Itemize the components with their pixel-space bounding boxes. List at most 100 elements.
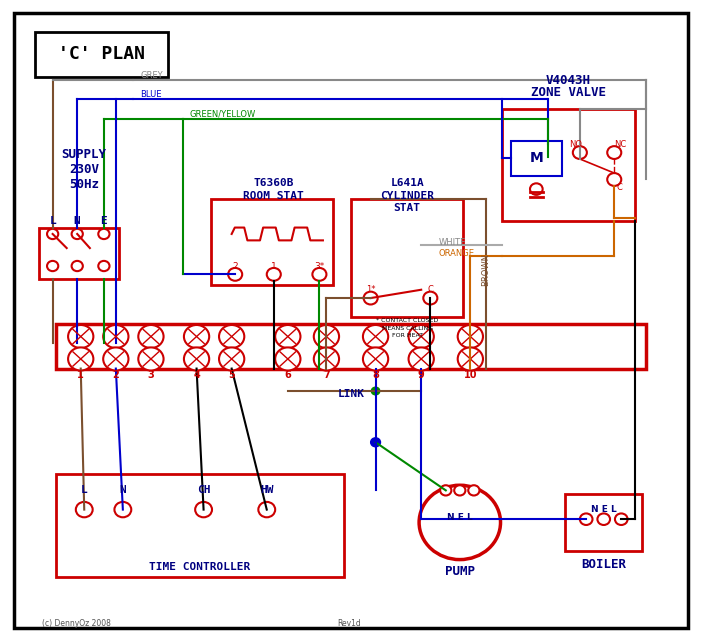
Text: ORANGE: ORANGE: [439, 249, 475, 258]
Text: 9: 9: [418, 370, 425, 380]
FancyBboxPatch shape: [511, 141, 562, 176]
Circle shape: [458, 347, 483, 370]
Text: GREEN/YELLOW: GREEN/YELLOW: [190, 110, 256, 119]
Text: 8: 8: [372, 370, 379, 380]
Text: 7: 7: [323, 370, 330, 380]
Text: CYLINDER: CYLINDER: [380, 190, 434, 201]
FancyBboxPatch shape: [351, 199, 463, 317]
Circle shape: [573, 146, 587, 159]
Circle shape: [138, 325, 164, 348]
FancyBboxPatch shape: [35, 32, 168, 77]
Circle shape: [314, 325, 339, 348]
Circle shape: [98, 229, 110, 239]
Text: 3: 3: [147, 370, 154, 380]
Text: 2: 2: [232, 262, 238, 271]
FancyBboxPatch shape: [14, 13, 688, 628]
FancyBboxPatch shape: [565, 494, 642, 551]
Text: L: L: [81, 485, 88, 495]
Text: N E L: N E L: [591, 505, 616, 514]
Circle shape: [440, 485, 451, 495]
Circle shape: [371, 387, 380, 395]
Text: HW: HW: [260, 485, 274, 495]
FancyBboxPatch shape: [56, 474, 344, 577]
Circle shape: [219, 325, 244, 348]
Text: 6: 6: [284, 370, 291, 380]
Circle shape: [68, 325, 93, 348]
Text: 'C' PLAN: 'C' PLAN: [58, 46, 145, 63]
Circle shape: [615, 513, 628, 525]
Circle shape: [184, 347, 209, 370]
Circle shape: [114, 502, 131, 517]
Circle shape: [580, 513, 592, 525]
Circle shape: [530, 183, 543, 195]
Circle shape: [47, 261, 58, 271]
Text: E: E: [100, 216, 107, 226]
Circle shape: [423, 292, 437, 304]
Text: (c) DennyOz 2008: (c) DennyOz 2008: [42, 619, 111, 628]
Text: M: M: [529, 151, 543, 165]
Text: 2: 2: [112, 370, 119, 380]
Text: ZONE VALVE: ZONE VALVE: [531, 87, 606, 99]
Circle shape: [103, 347, 128, 370]
Text: GREY: GREY: [140, 71, 163, 80]
Text: FOR HEAT: FOR HEAT: [392, 333, 423, 338]
Circle shape: [458, 325, 483, 348]
Circle shape: [363, 325, 388, 348]
Circle shape: [72, 229, 83, 239]
Text: MEANS CALLING: MEANS CALLING: [381, 326, 433, 331]
Text: N E L: N E L: [447, 513, 472, 522]
Text: STAT: STAT: [394, 203, 420, 213]
Circle shape: [76, 502, 93, 517]
FancyBboxPatch shape: [502, 109, 635, 221]
Circle shape: [258, 502, 275, 517]
Circle shape: [371, 438, 380, 447]
Circle shape: [363, 347, 388, 370]
Circle shape: [314, 347, 339, 370]
Circle shape: [98, 261, 110, 271]
Circle shape: [364, 292, 378, 304]
FancyBboxPatch shape: [56, 324, 646, 369]
Text: TIME CONTROLLER: TIME CONTROLLER: [150, 562, 251, 572]
Text: 1: 1: [77, 370, 84, 380]
Text: 10: 10: [463, 370, 477, 380]
Circle shape: [72, 261, 83, 271]
Text: PUMP: PUMP: [445, 565, 475, 578]
Text: N: N: [74, 216, 81, 226]
Text: V4043H: V4043H: [546, 74, 591, 87]
Text: NO: NO: [569, 140, 582, 149]
FancyBboxPatch shape: [39, 228, 119, 279]
Text: 1*: 1*: [366, 285, 376, 294]
Text: NC: NC: [614, 140, 626, 149]
Text: L: L: [49, 216, 56, 226]
Text: BOILER: BOILER: [581, 558, 626, 570]
Circle shape: [454, 485, 465, 495]
Text: C: C: [617, 183, 623, 192]
Circle shape: [607, 173, 621, 186]
Circle shape: [228, 268, 242, 281]
FancyBboxPatch shape: [211, 199, 333, 285]
Text: 4: 4: [193, 370, 200, 380]
Circle shape: [409, 347, 434, 370]
Circle shape: [267, 268, 281, 281]
Circle shape: [47, 229, 58, 239]
Text: CH: CH: [197, 485, 211, 495]
Circle shape: [275, 347, 300, 370]
Circle shape: [597, 513, 610, 525]
Circle shape: [607, 146, 621, 159]
Text: L641A: L641A: [390, 178, 424, 188]
Text: T6360B: T6360B: [253, 178, 294, 188]
Text: 3*: 3*: [314, 262, 324, 271]
Circle shape: [219, 347, 244, 370]
Text: N: N: [119, 485, 126, 495]
Text: LINK: LINK: [338, 389, 364, 399]
Text: C: C: [428, 285, 433, 294]
Circle shape: [468, 485, 479, 495]
Text: ROOM STAT: ROOM STAT: [244, 190, 304, 201]
Circle shape: [184, 325, 209, 348]
Circle shape: [275, 325, 300, 348]
Circle shape: [312, 268, 326, 281]
Text: 1: 1: [271, 262, 277, 271]
Text: BROWN: BROWN: [482, 253, 490, 286]
Circle shape: [103, 325, 128, 348]
Text: Rev1d: Rev1d: [337, 619, 361, 628]
